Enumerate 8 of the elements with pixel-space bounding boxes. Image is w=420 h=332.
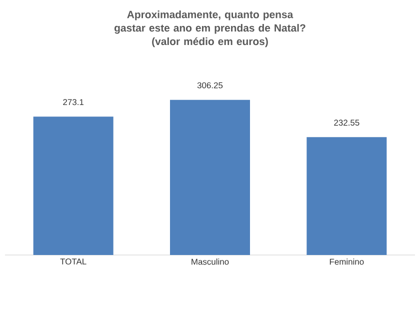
- x-tick-label: Masculino: [192, 258, 229, 265]
- x-tick-label: TOTAL: [60, 258, 86, 265]
- data-label: 232.55: [334, 120, 360, 126]
- chart-title: Aproximadamente, quanto pensa gastar este ano em prendas de Natal?: [114, 10, 306, 34]
- data-label: 273.1: [63, 99, 84, 106]
- data-label: 306.25: [197, 82, 223, 88]
- chart-subtitle: (valor médio em euros): [152, 37, 268, 48]
- x-tick-label: Feminino: [330, 258, 364, 265]
